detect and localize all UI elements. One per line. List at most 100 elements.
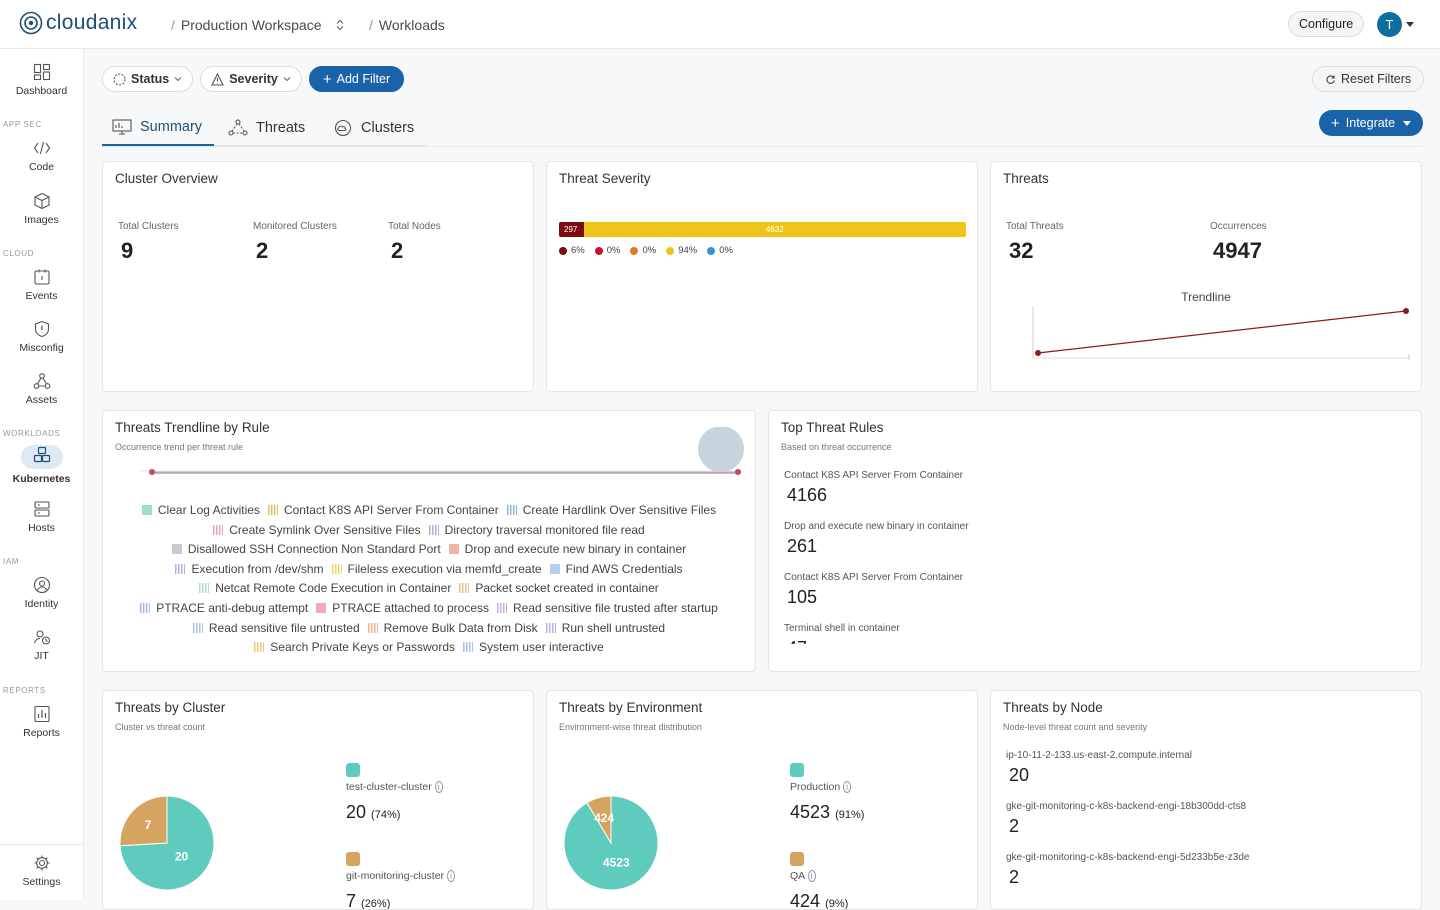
cloudanix-logo[interactable]: cloudanix xyxy=(19,11,137,35)
legend-item-qa[interactable]: QA i xyxy=(790,870,816,882)
rule-legend-item[interactable]: Directory traversal monitored file read xyxy=(428,523,645,537)
section-iam: IAM xyxy=(3,557,20,566)
sidebar-item-kubernetes[interactable]: Kubernetes xyxy=(0,445,83,485)
sidebar-item-jit[interactable]: JIT xyxy=(0,628,83,662)
trend-point-start[interactable] xyxy=(1035,350,1041,356)
rule-legend-item[interactable]: Create Hardlink Over Sensitive Files xyxy=(506,503,716,517)
node-name: ip-10-11-2-133.us-east-2.compute.interna… xyxy=(1006,750,1193,761)
rule-legend-item[interactable]: Search Private Keys or Passwords xyxy=(254,640,455,654)
rule-legend-item[interactable]: Read sensitive file untrusted xyxy=(192,621,360,635)
severity-legend-item[interactable]: 6% xyxy=(559,245,585,256)
legend-item-git-monitoring-cluster[interactable]: git-monitoring-cluster i xyxy=(346,870,455,882)
severity-segment-critical[interactable]: 297 xyxy=(559,222,584,237)
rule-legend-item[interactable]: Contact K8S API Server From Container xyxy=(267,503,499,517)
cluster-count: 20 (74%) xyxy=(346,802,400,823)
sidebar-item-misconfig[interactable]: Misconfig xyxy=(0,320,83,354)
status-ring-icon xyxy=(113,72,126,86)
tab-threats-label: Threats xyxy=(256,120,306,136)
breadcrumb-workspace[interactable]: / Production Workspace xyxy=(171,17,345,33)
rule-legend-item[interactable]: Drop and execute new binary in container xyxy=(448,542,686,556)
severity-legend-item[interactable]: 0% xyxy=(594,245,620,256)
total-threats-label: Total Threats xyxy=(1006,221,1064,232)
rule-legend-item[interactable]: Read sensitive file trusted after startu… xyxy=(497,601,718,615)
top-rule-label: Drop and execute new binary in container xyxy=(784,521,969,532)
trend-point-end[interactable] xyxy=(1403,308,1409,314)
severity-filter-button[interactable]: Severity xyxy=(200,66,302,92)
trendline-title: Trendline xyxy=(1181,290,1231,304)
sidebar-item-assets[interactable]: Assets xyxy=(0,372,83,406)
breadcrumb-page[interactable]: / Workloads xyxy=(369,17,445,33)
rule-legend-item[interactable]: Netcat Remote Code Execution in Containe… xyxy=(199,581,451,595)
rule-legend-item[interactable]: Disallowed SSH Connection Non Standard P… xyxy=(171,542,441,556)
info-icon[interactable]: i xyxy=(446,870,455,882)
rule-legend-label: Execution from /dev/shm xyxy=(191,561,324,576)
summary-monitor-icon xyxy=(112,119,132,135)
rule-legend-item[interactable]: Clear Log Activities xyxy=(141,503,260,517)
rule-trend-point[interactable] xyxy=(735,469,741,475)
sidebar-item-identity[interactable]: Identity xyxy=(0,576,83,610)
info-icon[interactable]: i xyxy=(434,781,443,793)
workspace-name: Production Workspace xyxy=(180,17,322,33)
integrate-button[interactable]: + Integrate xyxy=(1319,110,1424,136)
rule-legend-label: Remove Bulk Data from Disk xyxy=(383,620,538,635)
cluster-pie-slice[interactable] xyxy=(119,795,168,847)
rule-legend-item[interactable]: PTRACE attached to process xyxy=(316,601,489,615)
legend-item-production[interactable]: Production i xyxy=(790,781,852,793)
card-subtitle: Cluster vs threat count xyxy=(115,722,206,732)
rule-legend-item[interactable]: Run shell untrusted xyxy=(545,621,665,635)
monitored-clusters-label: Monitored Clusters xyxy=(253,221,337,232)
sidebar-label-reports: Reports xyxy=(23,727,60,739)
sidebar-item-code[interactable]: Code xyxy=(0,139,83,173)
configure-button[interactable]: Configure xyxy=(1288,11,1365,37)
rule-legend-item[interactable]: Packet socket created in container xyxy=(459,581,659,595)
rule-legend-item[interactable]: PTRACE anti-debug attempt xyxy=(140,601,308,615)
threats-network-icon xyxy=(228,119,248,136)
rule-legend-item[interactable]: Execution from /dev/shm xyxy=(175,561,324,576)
info-icon[interactable]: i xyxy=(807,870,816,882)
tab-clusters[interactable]: Clusters xyxy=(333,110,414,146)
sidebar-item-images[interactable]: Images xyxy=(0,192,83,226)
environment-count-value: 424 xyxy=(790,891,821,910)
rule-legend-row: PTRACE anti-debug attempt PTRACE attached… xyxy=(103,601,755,615)
section-cloud: CLOUD xyxy=(3,249,35,258)
avatar-menu-caret-icon[interactable] xyxy=(1406,22,1414,27)
sidebar-item-settings[interactable]: Settings xyxy=(0,854,83,888)
reset-filters-button[interactable]: Reset Filters xyxy=(1312,66,1425,92)
top-rules-list: Contact K8S API Server From Container 41… xyxy=(769,411,1421,644)
environment-name: QA xyxy=(790,870,805,882)
integrate-label: Integrate xyxy=(1345,116,1396,130)
rule-trend-chart xyxy=(141,427,744,475)
sidebar-item-reports[interactable]: Reports xyxy=(0,705,83,739)
sidebar-item-dashboard[interactable]: Dashboard xyxy=(0,63,83,97)
severity-segment-low[interactable]: 4632 xyxy=(583,222,966,237)
rule-legend-item[interactable]: Create Symlink Over Sensitive Files xyxy=(213,523,421,537)
rule-legend-item[interactable]: Remove Bulk Data from Disk xyxy=(367,620,538,635)
severity-legend-item[interactable]: 94% xyxy=(666,245,697,256)
severity-legend-item[interactable]: 0% xyxy=(707,245,733,256)
severity-legend-item[interactable]: 0% xyxy=(630,245,656,256)
sidebar-label-events: Events xyxy=(25,290,58,302)
status-filter-button[interactable]: Status xyxy=(102,66,194,92)
rule-legend-item[interactable]: System user interactive xyxy=(463,640,604,654)
rule-legend-item[interactable]: Find AWS Credentials xyxy=(549,562,683,576)
severity-dot-icon xyxy=(630,246,639,255)
rule-trend-point[interactable] xyxy=(149,469,155,475)
rule-trend-bubble[interactable] xyxy=(698,427,744,472)
legend-item-test-cluster[interactable]: test-cluster-cluster i xyxy=(346,781,443,793)
rule-legend-swatch xyxy=(549,563,560,574)
cluster-pie-slice-label: 7 xyxy=(145,818,152,832)
top-bar: cloudanix / Production Workspace / Workloa… xyxy=(0,0,1440,49)
rule-legend-item[interactable]: Fileless execution via memfd_create xyxy=(331,562,542,576)
env-pie-slice[interactable] xyxy=(586,795,612,845)
environment-name: Production xyxy=(790,781,841,793)
tab-summary[interactable]: Summary xyxy=(102,110,214,146)
rule-legend-swatch xyxy=(267,505,278,515)
legend-swatch-production xyxy=(790,763,804,777)
info-icon[interactable]: i xyxy=(843,781,852,793)
add-filter-button[interactable]: + Add Filter xyxy=(308,66,405,92)
avatar[interactable]: T xyxy=(1377,12,1402,37)
section-workloads: WORKLOADS xyxy=(3,429,61,438)
tab-threats[interactable]: Threats xyxy=(228,110,305,146)
sidebar-item-hosts[interactable]: Hosts xyxy=(0,500,83,534)
sidebar-item-events[interactable]: Events xyxy=(0,268,83,302)
